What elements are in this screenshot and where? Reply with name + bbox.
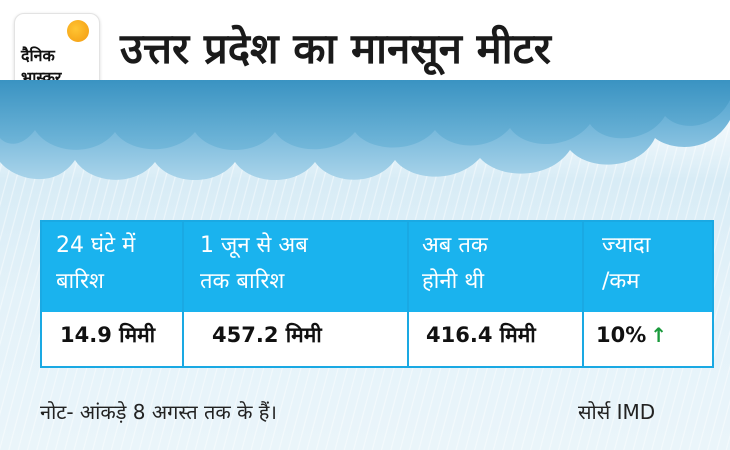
logo-text-line1: दैनिक <box>21 46 55 65</box>
value-more-less: 10% ↑ <box>596 318 667 352</box>
up-arrow-icon: ↑ <box>650 323 668 347</box>
page-title: उत्तर प्रदेश का मानसून मीटर <box>120 24 551 73</box>
value-expected-rain: 416.4 मिमी <box>426 323 536 347</box>
value-since-june-rain: 457.2 मिमी <box>212 323 322 347</box>
header-expected-rain: अब तक होनी थी <box>422 233 488 294</box>
column-divider <box>182 222 184 366</box>
table-header-row <box>42 222 712 312</box>
clouds-illustration <box>0 80 730 181</box>
value-24h-rain: 14.9 मिमी <box>60 323 156 347</box>
monsoon-table: 24 घंटे में बारिश 1 जून से अब तक बारिश अ… <box>40 220 714 368</box>
column-divider <box>582 222 584 366</box>
header-more-less: ज्यादा /कम <box>602 233 651 294</box>
header-since-june-rain: 1 जून से अब तक बारिश <box>200 233 308 294</box>
header-24h-rain: 24 घंटे में बारिश <box>56 233 136 294</box>
note-text: नोट- आंकड़े 8 अगस्त तक के हैं। <box>40 400 277 424</box>
source-text: सोर्स IMD <box>578 400 656 424</box>
column-divider <box>407 222 409 366</box>
sun-icon <box>67 20 89 42</box>
percent-value: 10% <box>596 323 647 347</box>
